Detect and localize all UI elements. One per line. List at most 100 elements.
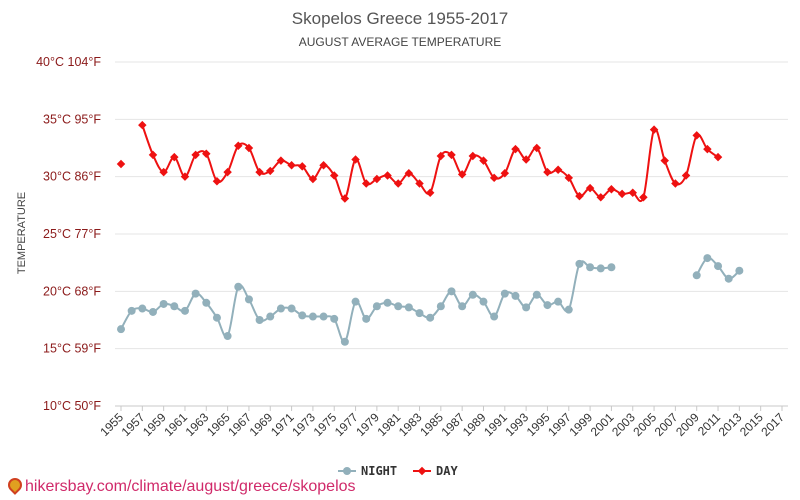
data-point[interactable] [735, 266, 744, 275]
data-point[interactable] [180, 172, 190, 181]
data-point[interactable] [703, 254, 712, 263]
data-point[interactable] [308, 174, 318, 184]
data-point[interactable] [692, 271, 701, 280]
data-point[interactable] [170, 302, 179, 311]
data-point[interactable] [319, 312, 328, 321]
legend-item-night[interactable]: NIGHT [338, 464, 397, 478]
legend-label: NIGHT [361, 464, 397, 478]
data-point[interactable] [372, 302, 381, 311]
data-point[interactable] [436, 151, 446, 161]
data-point[interactable] [362, 314, 371, 323]
data-point[interactable] [425, 188, 435, 197]
data-point[interactable] [308, 312, 317, 321]
data-point[interactable] [586, 263, 595, 272]
data-point[interactable] [692, 131, 701, 140]
data-point[interactable] [479, 297, 488, 306]
data-point[interactable] [543, 301, 552, 310]
data-point[interactable] [159, 167, 168, 177]
y-tick-label: 35°C 95°F [43, 112, 101, 126]
data-point[interactable] [554, 297, 563, 306]
data-point[interactable] [244, 143, 254, 153]
data-point[interactable] [223, 167, 232, 177]
data-point[interactable] [617, 189, 627, 199]
data-point[interactable] [500, 168, 510, 178]
footer-link[interactable]: hikersbay.com/climate/august/greece/skop… [5, 475, 356, 496]
data-point[interactable] [532, 290, 541, 299]
data-point[interactable] [724, 274, 733, 283]
data-point[interactable] [372, 174, 382, 184]
data-point[interactable] [468, 290, 477, 299]
data-point[interactable] [447, 287, 456, 296]
data-point[interactable] [148, 307, 157, 316]
data-point[interactable] [159, 299, 168, 308]
data-point[interactable] [511, 291, 520, 300]
data-point[interactable] [255, 167, 264, 177]
data-point[interactable] [393, 179, 403, 188]
data-point[interactable] [489, 173, 499, 183]
data-point[interactable] [607, 263, 616, 272]
data-point[interactable] [298, 311, 307, 320]
data-point[interactable] [116, 159, 126, 169]
data-point[interactable] [500, 289, 509, 298]
data-point[interactable] [223, 332, 232, 341]
data-point[interactable] [148, 150, 158, 160]
data-point[interactable] [457, 170, 467, 179]
data-point[interactable] [138, 120, 147, 130]
data-point[interactable] [522, 303, 531, 312]
data-point[interactable] [287, 304, 296, 313]
data-point[interactable] [383, 171, 392, 180]
data-point[interactable] [202, 149, 211, 158]
data-point[interactable] [426, 313, 435, 322]
legend[interactable]: NIGHT DAY [338, 464, 458, 478]
data-point[interactable] [415, 309, 424, 318]
data-point[interactable] [276, 156, 286, 165]
data-point[interactable] [543, 167, 552, 177]
data-point[interactable] [191, 289, 200, 298]
data-point[interactable] [351, 297, 360, 306]
data-point[interactable] [180, 306, 189, 315]
data-point[interactable] [117, 325, 125, 334]
data-point[interactable] [714, 262, 723, 271]
data-point[interactable] [436, 302, 445, 311]
data-point[interactable] [564, 305, 573, 314]
data-point[interactable] [596, 264, 605, 273]
data-point[interactable] [340, 194, 350, 203]
data-point[interactable] [404, 303, 413, 312]
data-point[interactable] [575, 259, 584, 268]
data-point[interactable] [351, 155, 360, 164]
data-point[interactable] [681, 171, 691, 180]
data-point[interactable] [244, 295, 253, 304]
data-point[interactable] [202, 298, 211, 307]
data-point[interactable] [287, 160, 296, 170]
data-point[interactable] [266, 312, 275, 321]
data-point[interactable] [458, 302, 467, 311]
data-point[interactable] [191, 150, 200, 160]
data-point[interactable] [297, 162, 307, 171]
data-point[interactable] [415, 179, 424, 188]
data-point[interactable] [479, 156, 488, 165]
data-point[interactable] [255, 316, 264, 324]
legend-item-day[interactable]: DAY [413, 464, 458, 478]
data-point[interactable] [266, 166, 275, 176]
data-point[interactable] [319, 160, 328, 170]
data-point[interactable] [361, 179, 371, 188]
data-point[interactable] [468, 151, 478, 161]
data-point[interactable] [394, 302, 403, 311]
data-point[interactable] [170, 152, 179, 162]
data-point[interactable] [127, 306, 136, 315]
data-point[interactable] [212, 177, 222, 186]
data-point[interactable] [138, 304, 147, 313]
data-point[interactable] [340, 337, 349, 346]
data-point[interactable] [404, 168, 414, 178]
data-point[interactable] [490, 312, 499, 321]
data-point[interactable] [330, 314, 339, 323]
data-point[interactable] [234, 282, 243, 291]
data-point[interactable] [234, 141, 243, 150]
data-point[interactable] [276, 304, 285, 313]
data-point[interactable] [383, 298, 392, 307]
data-point[interactable] [447, 150, 456, 160]
data-point[interactable] [212, 313, 221, 322]
data-point[interactable] [660, 156, 669, 165]
data-point[interactable] [329, 171, 339, 180]
data-point[interactable] [553, 165, 563, 175]
